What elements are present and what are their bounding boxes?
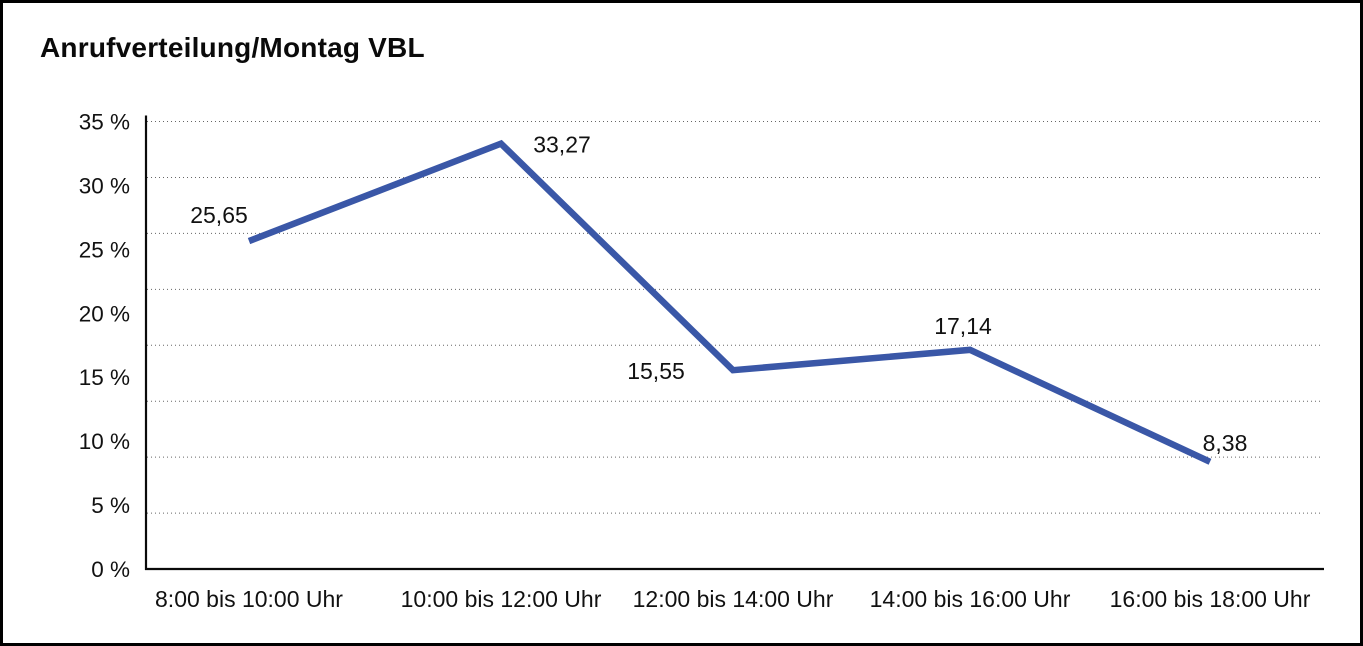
y-axis-tick-label: 25 % bbox=[79, 237, 130, 262]
x-axis-category-label: 14:00 bis 16:00 Uhr bbox=[870, 586, 1071, 612]
y-axis-tick-label: 35 % bbox=[79, 110, 130, 135]
data-point-label: 17,14 bbox=[934, 313, 992, 339]
y-axis-tick-label: 30 % bbox=[79, 173, 130, 198]
y-axis-tick-label: 5 % bbox=[91, 493, 130, 518]
data-point-label: 8,38 bbox=[1203, 430, 1248, 456]
x-axis-category-label: 16:00 bis 18:00 Uhr bbox=[1110, 586, 1311, 612]
line-chart-canvas: 35 % 30 % 25 % 20 % 15 % 10 % 5 % 0 % 8:00 bis 1… bbox=[79, 110, 1324, 612]
y-axis-tick-label: 20 % bbox=[79, 301, 130, 326]
chart-title: Anrufverteilung/Montag VBL bbox=[40, 32, 425, 63]
series-line bbox=[247, 139, 1212, 465]
x-axis-category-label: 12:00 bis 14:00 Uhr bbox=[633, 586, 834, 612]
y-axis-tick-label: 0 % bbox=[91, 557, 130, 582]
y-axis-tick-label: 15 % bbox=[79, 365, 130, 390]
data-point-label: 25,65 bbox=[190, 202, 248, 228]
x-axis-category-label: 10:00 bis 12:00 Uhr bbox=[401, 586, 602, 612]
y-axis-tick-label: 10 % bbox=[79, 429, 130, 454]
x-axis-category-label: 8:00 bis 10:00 Uhr bbox=[155, 586, 343, 612]
data-point-label: 15,55 bbox=[627, 358, 685, 384]
data-point-label: 33,27 bbox=[533, 132, 591, 158]
